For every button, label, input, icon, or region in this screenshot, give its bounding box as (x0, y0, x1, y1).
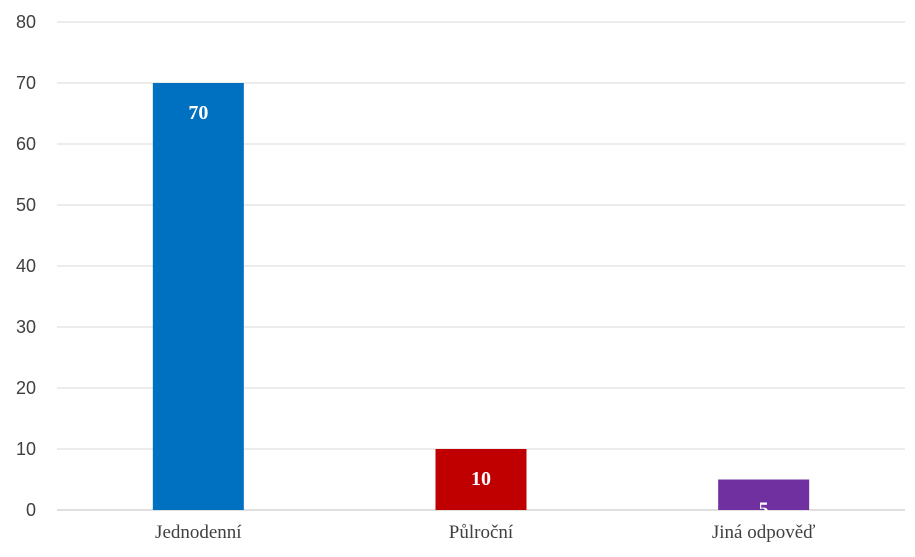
bar-2 (435, 449, 527, 510)
y-tick-label-60: 60 (16, 134, 36, 154)
y-tick-label-70: 70 (16, 73, 36, 93)
x-tick-label-1: Jednodenní (155, 522, 242, 543)
y-tick-label-30: 30 (16, 317, 36, 337)
x-tick-label-2: Půlroční (449, 522, 514, 543)
y-axis-ticks: 0 10 20 30 40 50 60 70 80 (16, 12, 36, 520)
bar-1 (152, 83, 244, 510)
y-tick-label-80: 80 (16, 12, 36, 32)
y-tick-label-20: 20 (16, 378, 36, 398)
y-tick-label-50: 50 (16, 195, 36, 215)
y-tick-label-10: 10 (16, 439, 36, 459)
y-tick-label-0: 0 (26, 500, 36, 520)
bar-3 (718, 479, 810, 510)
y-tick-label-40: 40 (16, 256, 36, 276)
data-label-2: 10 (471, 468, 491, 490)
x-tick-label-3: Jiná odpověď (712, 522, 816, 543)
x-axis-ticks: Jednodenní Půlroční Jiná odpověď (155, 522, 815, 543)
data-label-1: 70 (188, 102, 208, 124)
data-label-3: 5 (759, 499, 769, 521)
bars (152, 83, 810, 510)
data-labels: 70 10 5 (188, 102, 768, 521)
